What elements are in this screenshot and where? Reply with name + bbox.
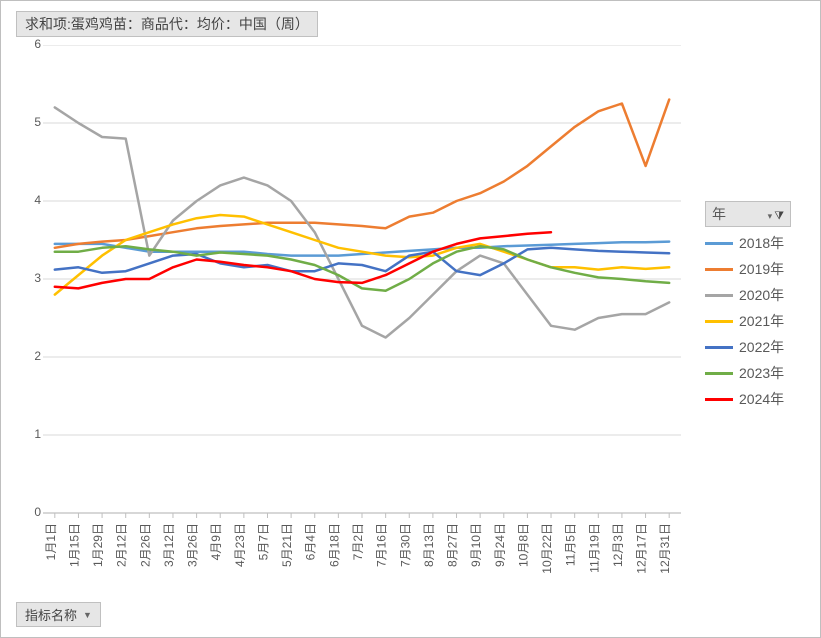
- x-tick-label: 12月17日: [635, 523, 649, 574]
- x-tick-label: 6月4日: [304, 523, 318, 560]
- indicator-dropdown-label: 指标名称: [25, 605, 77, 624]
- chart-frame: { "title": "求和项:蛋鸡鸡苗：商品代：均价：中国（周）", "foo…: [0, 0, 821, 638]
- legend-item[interactable]: 2018年: [705, 233, 791, 253]
- legend: 年 ▾⧩ 2018年 2019年 2020年 2021年 2022年 2023年 2024年: [705, 201, 791, 415]
- legend-header-label: 年: [712, 204, 726, 224]
- x-tick-label: 11月5日: [564, 523, 578, 566]
- x-tick-label: 12月3日: [611, 523, 625, 567]
- legend-filter-icons: ▾⧩: [768, 206, 784, 223]
- indicator-dropdown[interactable]: 指标名称 ▼: [16, 602, 101, 627]
- x-tick-label: 1月1日: [44, 523, 58, 560]
- y-tick-label: 5: [34, 115, 41, 129]
- y-tick-label: 0: [34, 505, 41, 519]
- legend-label: 2023年: [739, 363, 784, 383]
- legend-swatch: [705, 398, 733, 401]
- x-tick-label: 8月27日: [446, 523, 460, 567]
- legend-item[interactable]: 2023年: [705, 363, 791, 383]
- y-tick-label: 6: [34, 37, 41, 51]
- legend-swatch: [705, 242, 733, 245]
- legend-swatch: [705, 320, 733, 323]
- x-tick-label: 3月12日: [162, 523, 176, 567]
- legend-item[interactable]: 2021年: [705, 311, 791, 331]
- legend-label: 2024年: [739, 389, 784, 409]
- x-tick-label: 12月31日: [658, 523, 672, 574]
- x-tick-label: 3月26日: [186, 523, 200, 567]
- legend-year-filter[interactable]: 年 ▾⧩: [705, 201, 791, 227]
- x-tick-label: 6月18日: [327, 523, 341, 567]
- x-tick-label: 10月8日: [516, 523, 530, 567]
- legend-swatch: [705, 372, 733, 375]
- x-tick-label: 7月2日: [351, 523, 365, 560]
- y-tick-label: 2: [34, 349, 41, 363]
- x-tick-label: 1月15日: [67, 523, 81, 567]
- x-tick-label: 9月24日: [493, 523, 507, 567]
- x-tick-label: 1月29日: [91, 523, 105, 567]
- y-tick-label: 1: [34, 427, 41, 441]
- legend-item[interactable]: 2024年: [705, 389, 791, 409]
- legend-item[interactable]: 2020年: [705, 285, 791, 305]
- x-tick-label: 4月23日: [233, 523, 247, 567]
- x-tick-label: 4月9日: [209, 523, 223, 560]
- x-tick-label: 10月22日: [540, 523, 554, 574]
- x-tick-label: 9月10日: [469, 523, 483, 567]
- legend-item[interactable]: 2019年: [705, 259, 791, 279]
- x-tick-label: 7月16日: [375, 523, 389, 567]
- legend-label: 2022年: [739, 337, 784, 357]
- x-tick-label: 11月19日: [587, 523, 601, 573]
- x-tick-label: 8月13日: [422, 523, 436, 567]
- series-line: [55, 100, 669, 248]
- legend-swatch: [705, 268, 733, 271]
- legend-label: 2021年: [739, 311, 784, 331]
- series-line: [55, 107, 669, 337]
- x-tick-label: 2月12日: [115, 523, 129, 567]
- x-tick-label: 2月26日: [138, 523, 152, 567]
- chevron-down-icon: ▼: [83, 610, 92, 620]
- legend-swatch: [705, 346, 733, 349]
- y-tick-label: 3: [34, 271, 41, 285]
- plot-area: 1月1日 1月15日 1月29日 2月12日 2月26日 3月12日 3月26日 4月9日 4月…: [45, 45, 683, 601]
- legend-item[interactable]: 2022年: [705, 337, 791, 357]
- legend-label: 2018年: [739, 233, 784, 253]
- x-tick-label: 7月30日: [398, 523, 412, 567]
- x-tick-label: 5月7日: [256, 523, 270, 560]
- chart-title: 求和项:蛋鸡鸡苗：商品代：均价：中国（周）: [16, 11, 318, 37]
- legend-swatch: [705, 294, 733, 297]
- y-tick-label: 4: [34, 193, 41, 207]
- legend-label: 2019年: [739, 259, 784, 279]
- legend-label: 2020年: [739, 285, 784, 305]
- x-tick-label: 5月21日: [280, 523, 294, 567]
